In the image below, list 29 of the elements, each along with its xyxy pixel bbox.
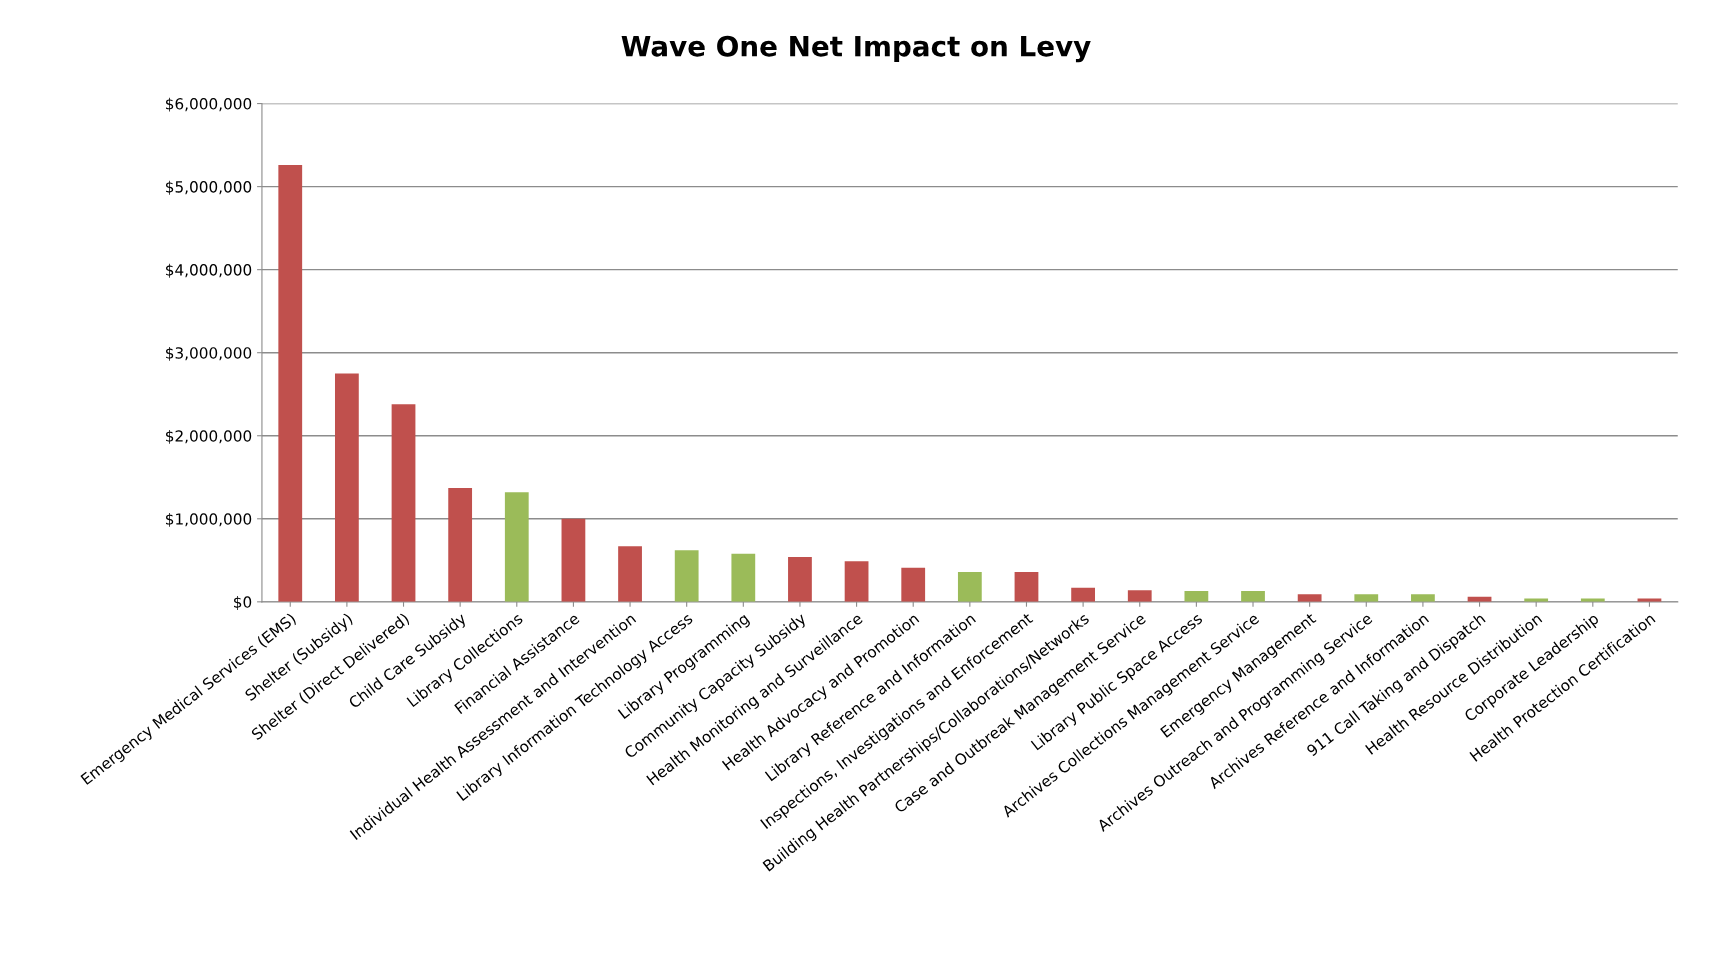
bar <box>1127 590 1152 602</box>
bar <box>391 404 416 602</box>
bar <box>788 556 812 602</box>
y-tick-label: $1,000,000 <box>166 512 252 527</box>
bar <box>618 546 642 602</box>
y-tick-label: $5,000,000 <box>166 180 252 195</box>
bar <box>1354 594 1379 602</box>
bar <box>278 165 303 602</box>
y-tick-label: $6,000,000 <box>166 97 252 112</box>
bar <box>561 518 586 602</box>
chart-title: Wave One Net Impact on Levy <box>621 35 1091 63</box>
bar <box>674 550 699 602</box>
bar <box>1241 591 1265 602</box>
bar <box>844 561 869 602</box>
y-tick-label: $2,000,000 <box>166 429 252 444</box>
bar <box>504 492 529 602</box>
bar <box>1184 591 1209 602</box>
bar <box>448 488 473 602</box>
bar <box>901 567 926 602</box>
y-tick-label: $4,000,000 <box>166 263 252 278</box>
bar <box>1411 594 1435 602</box>
bar <box>334 373 359 602</box>
bar <box>1297 594 1322 602</box>
y-tick-label: $0 <box>234 596 252 610</box>
bar <box>731 553 756 602</box>
bar <box>1014 571 1039 602</box>
y-tick-label: $3,000,000 <box>166 346 252 361</box>
bar <box>1071 587 1096 602</box>
bar <box>957 571 982 602</box>
